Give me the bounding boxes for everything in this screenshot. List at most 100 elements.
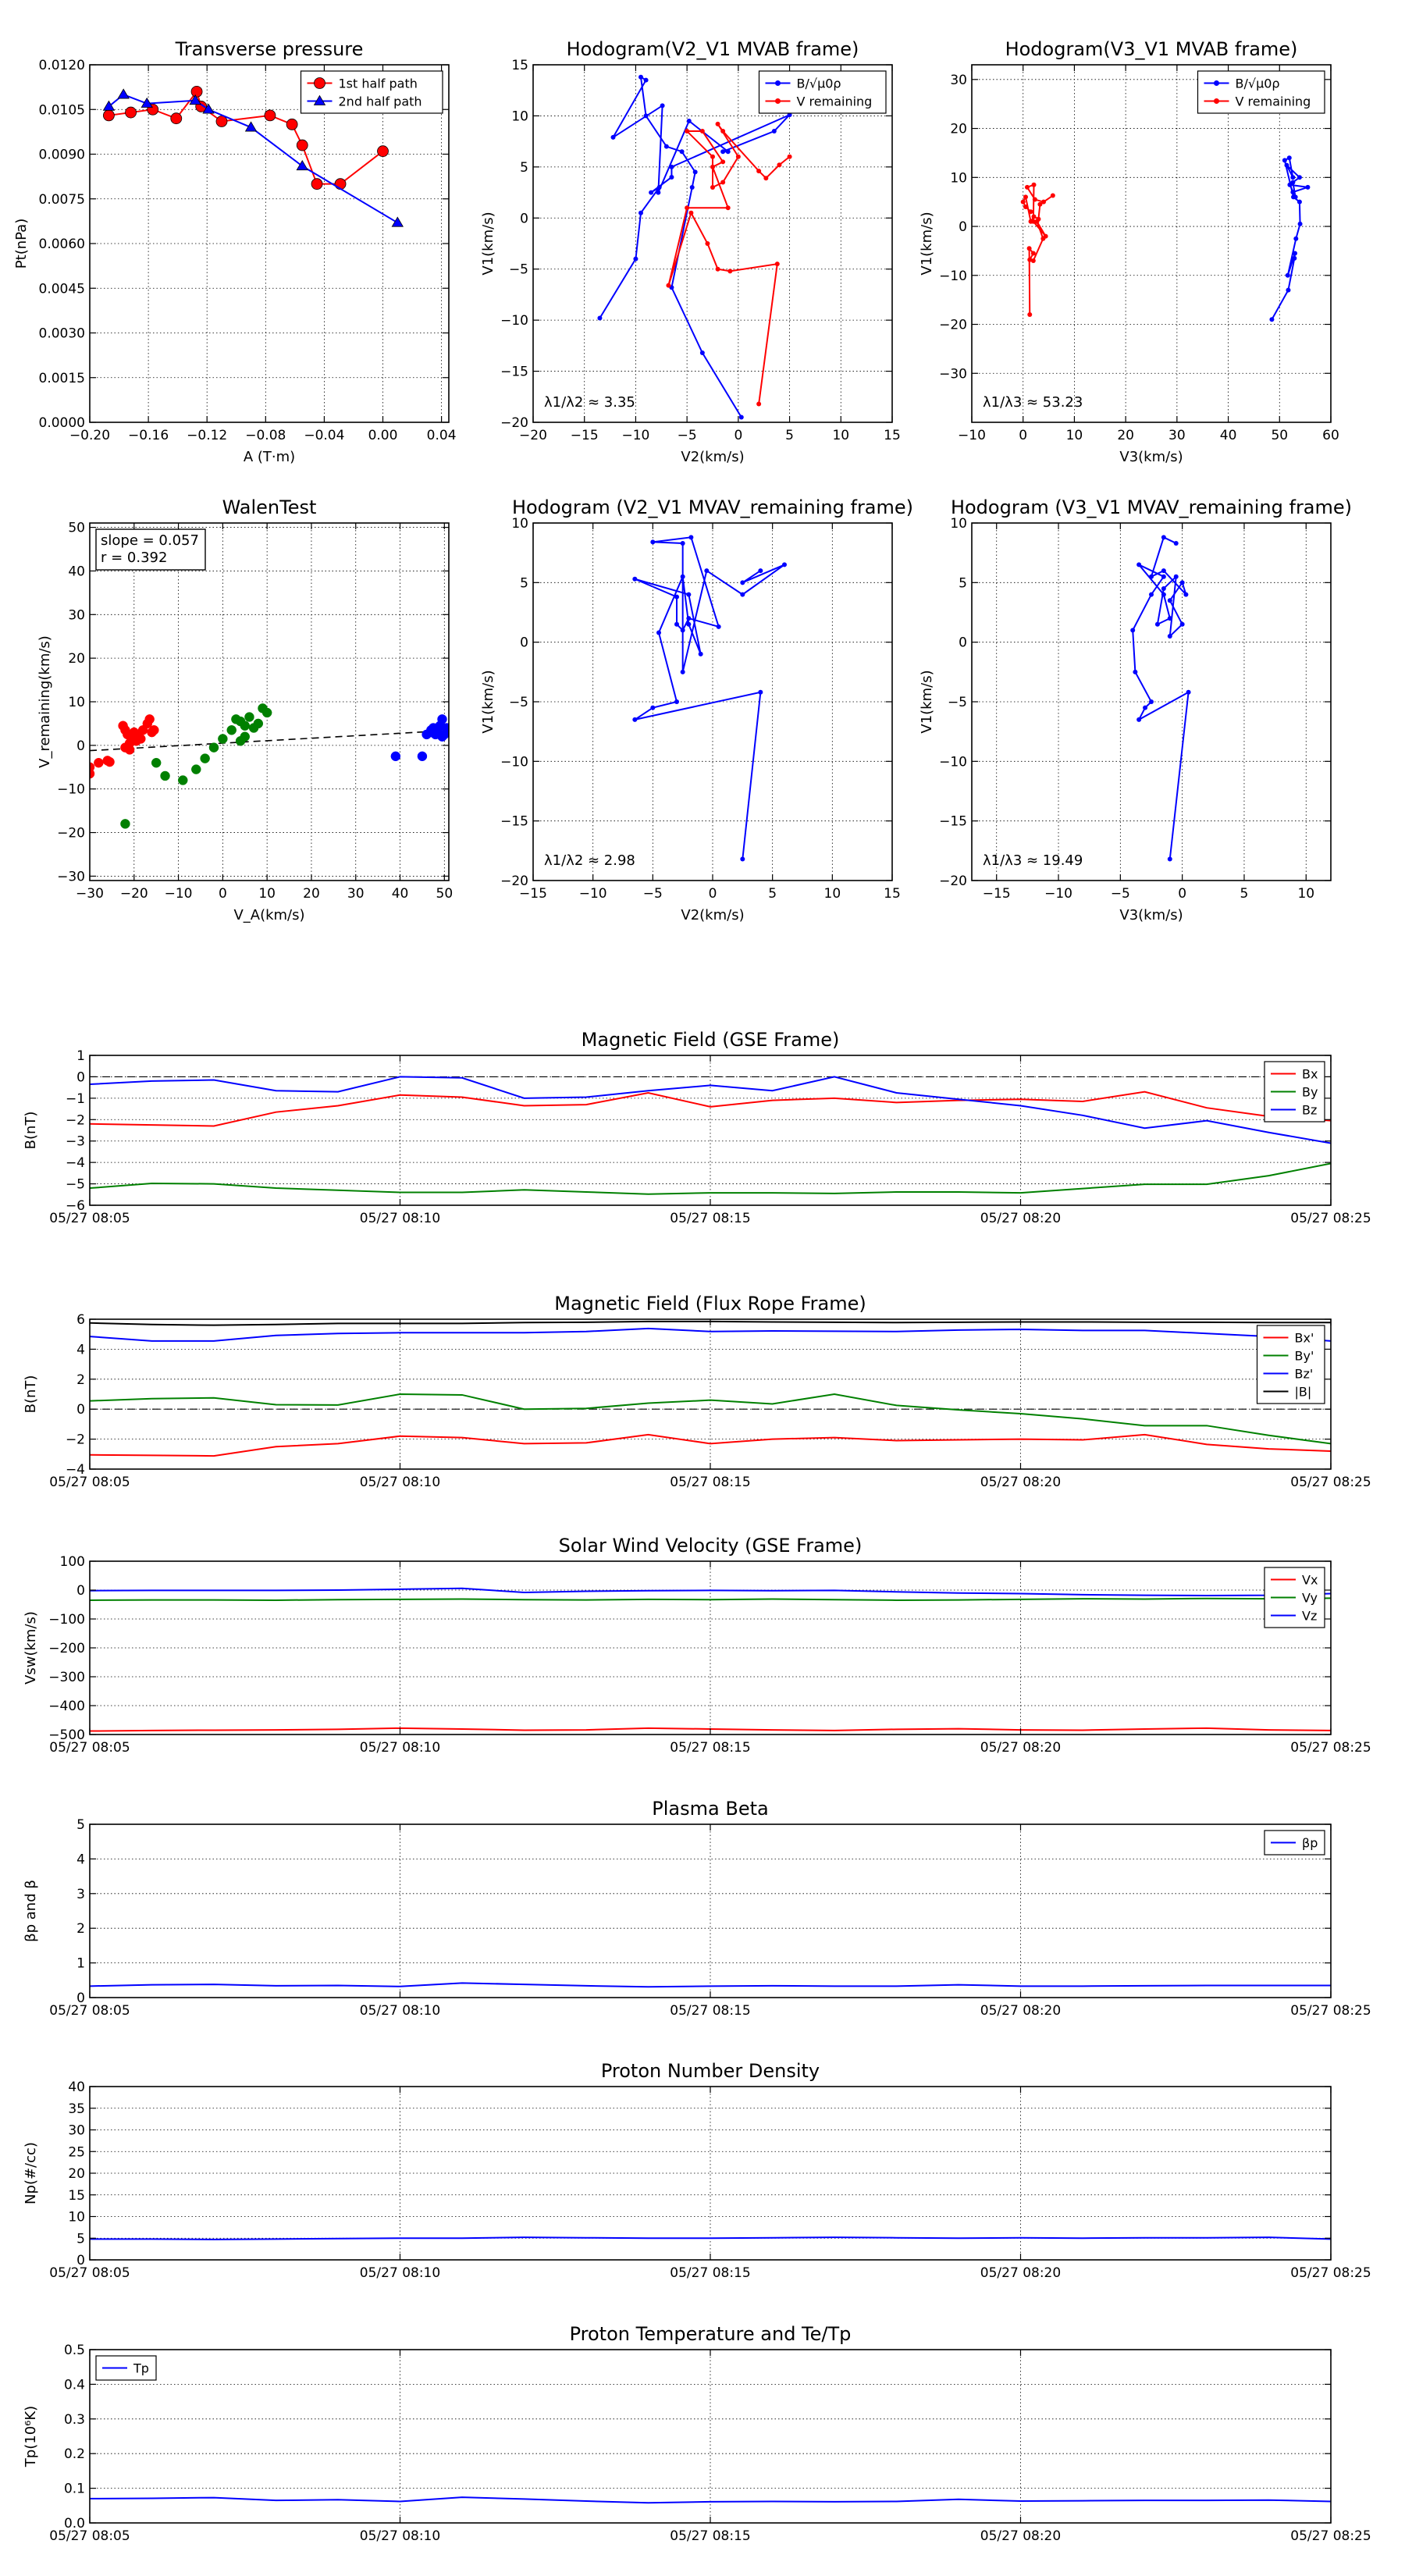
- data-point: [1179, 621, 1185, 627]
- x-tick-label: −5: [643, 886, 663, 902]
- data-point: [669, 164, 674, 169]
- x-tick-label: 05/27 08:20: [980, 2265, 1061, 2281]
- data-point: [189, 94, 201, 105]
- y-tick-label: 4: [76, 1852, 85, 1867]
- x-tick-label: −10: [958, 428, 986, 443]
- data-point: [787, 112, 792, 118]
- data-point: [226, 725, 237, 735]
- data-point: [200, 753, 210, 763]
- data-point: [720, 180, 726, 185]
- y-tick-label: 5: [520, 575, 528, 591]
- data-point: [632, 576, 638, 582]
- data-point: [756, 169, 762, 174]
- y-tick-label: 0.2: [64, 2446, 85, 2462]
- x-tick-label: 40: [1220, 428, 1237, 443]
- x-tick-label: 40: [392, 886, 409, 902]
- annotation-text: slope = 0.057: [101, 532, 199, 549]
- y-tick-label: 0.0015: [39, 371, 85, 386]
- data-point: [417, 751, 428, 762]
- plot-area: [90, 1076, 1331, 1195]
- y-tick-label: 10: [511, 516, 528, 532]
- legend-label: Bx: [1302, 1067, 1318, 1082]
- legend-marker: [775, 98, 781, 104]
- chart-bgse: 05/27 08:05 05/27 08:10 05/27 08:15 05/27 0…: [23, 1029, 1371, 1226]
- data-point: [1031, 214, 1037, 219]
- y-tick-label: −30: [57, 869, 85, 884]
- data-point: [296, 159, 308, 171]
- y-tick-label: 0.0: [64, 2516, 85, 2532]
- x-tick-label: 05/27 08:25: [1290, 2003, 1371, 2019]
- data-point: [680, 669, 685, 674]
- series-line-βp: [90, 1982, 1331, 1988]
- data-point: [638, 210, 643, 215]
- x-tick-label: 10: [258, 886, 276, 902]
- y-tick-label: 2: [76, 1372, 85, 1388]
- x-tick-label: 30: [347, 886, 365, 902]
- series-line-By: [90, 1162, 1331, 1195]
- data-point: [1179, 580, 1185, 585]
- annotation-box: [95, 528, 206, 571]
- data-point: [688, 210, 694, 215]
- chart-title: Transverse pressure: [175, 38, 364, 60]
- y-tick-label: 0.0060: [39, 237, 85, 252]
- y-tick-label: 15: [511, 58, 528, 73]
- legend-label: 1st half path: [339, 76, 418, 91]
- chart-title: Hodogram (V3_V1 MVAV_remaining frame): [951, 496, 1352, 518]
- x-tick-label: 05/27 08:10: [360, 2528, 440, 2544]
- y-tick-label: 5: [76, 2231, 85, 2247]
- y-tick-label: 10: [511, 109, 528, 124]
- x-tick-label: −0.12: [187, 428, 227, 443]
- data-point: [1023, 194, 1028, 200]
- plot-area: [90, 703, 449, 829]
- x-tick-label: 0: [734, 428, 742, 443]
- data-point: [144, 714, 155, 724]
- y-axis-label: Tp(10⁶K): [23, 2406, 39, 2467]
- x-tick-label: −15: [519, 886, 547, 902]
- y-tick-label: 0.1: [64, 2482, 85, 2497]
- data-point: [218, 734, 228, 744]
- data-point: [680, 574, 685, 579]
- y-tick-label: 1: [76, 1956, 85, 1972]
- data-point: [215, 116, 228, 127]
- chart-hodo1: −20 −15 −10 −5 0 5 10 15 −20 −15 −10 −5 0 5 10 15 Hodogr…: [480, 38, 901, 465]
- data-point: [674, 699, 679, 704]
- y-tick-label: 30: [68, 2123, 85, 2139]
- x-axis-label: V3(km/s): [1119, 449, 1183, 465]
- data-point: [699, 350, 705, 356]
- data-point: [437, 731, 447, 742]
- data-point: [1149, 699, 1154, 704]
- data-point: [1130, 628, 1136, 633]
- data-point: [125, 106, 137, 119]
- y-tick-label: 0.3: [64, 2412, 85, 2428]
- x-tick-label: 0: [709, 886, 717, 902]
- y-tick-label: 25: [68, 2144, 85, 2160]
- data-point: [1023, 204, 1028, 209]
- data-point: [334, 178, 347, 190]
- data-point: [136, 734, 146, 744]
- data-point: [1290, 190, 1296, 195]
- x-tick-label: 15: [884, 886, 901, 902]
- x-axis-label: V2(km/s): [681, 449, 744, 465]
- y-tick-label: −4: [66, 1462, 85, 1478]
- y-tick-label: −200: [48, 1641, 85, 1656]
- data-point: [685, 129, 690, 134]
- data-point: [666, 283, 671, 288]
- x-tick-label: 05/27 08:10: [360, 1740, 440, 1756]
- y-tick-label: 30: [68, 607, 85, 623]
- x-tick-label: 05/27 08:10: [360, 1475, 440, 1490]
- x-tick-label: 15: [884, 428, 901, 443]
- y-tick-label: −3: [66, 1134, 85, 1150]
- data-point: [264, 109, 276, 122]
- series-line-Bx': [90, 1433, 1331, 1457]
- data-point: [1030, 251, 1036, 256]
- data-point: [140, 97, 153, 108]
- data-point: [763, 176, 769, 181]
- legend-label: Bx': [1295, 1331, 1314, 1346]
- data-point: [705, 241, 710, 246]
- x-tick-label: −10: [579, 886, 607, 902]
- x-axis-label: V3(km/s): [1119, 907, 1183, 923]
- data-point: [735, 154, 741, 159]
- data-point: [94, 757, 104, 768]
- data-point: [650, 705, 656, 710]
- data-point: [689, 185, 695, 190]
